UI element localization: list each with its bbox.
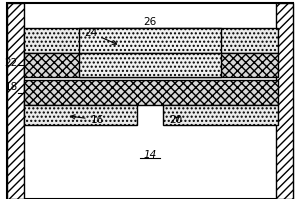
- Text: 24: 24: [85, 28, 117, 44]
- Text: 14: 14: [143, 150, 157, 160]
- Bar: [79, 53, 221, 77]
- Text: 20: 20: [169, 115, 182, 125]
- Bar: [79, 28, 221, 53]
- Bar: [24, 53, 278, 77]
- Bar: [7, 3, 24, 199]
- Bar: [164, 105, 278, 125]
- Text: 22: 22: [4, 58, 18, 68]
- Bar: [276, 3, 293, 199]
- Bar: [24, 28, 278, 53]
- Text: 26: 26: [143, 17, 157, 27]
- Bar: [24, 80, 278, 105]
- Bar: [24, 105, 136, 125]
- Text: 16: 16: [71, 115, 104, 125]
- Text: 18: 18: [4, 82, 18, 92]
